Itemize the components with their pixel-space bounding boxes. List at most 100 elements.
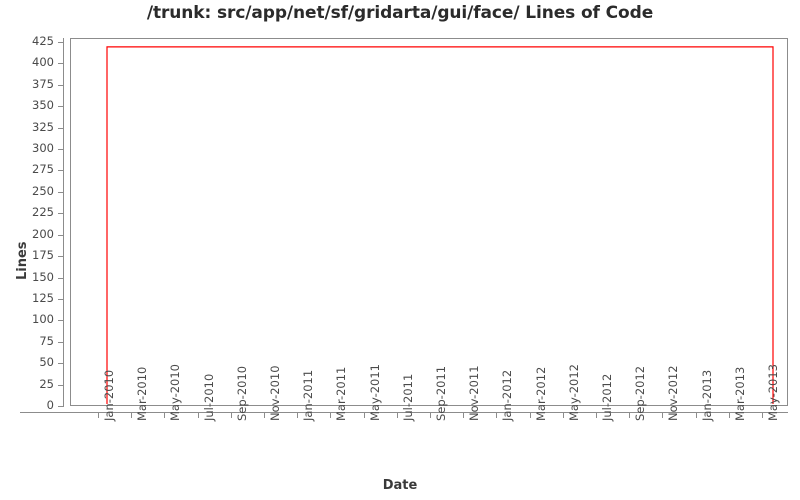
y-tick-label: 125 — [32, 291, 54, 305]
x-tick-label-text: Nov-2012 — [666, 365, 680, 421]
series-lines-polyline — [70, 38, 788, 406]
y-axis-line — [63, 38, 64, 407]
y-tick-label: 175 — [32, 248, 54, 262]
y-tick-label: 75 — [39, 334, 54, 348]
x-axis-line — [20, 412, 788, 413]
x-tick-mark — [231, 413, 232, 418]
x-tick-mark — [463, 413, 464, 418]
x-tick-label-text: Sep-2010 — [235, 365, 249, 421]
y-tick-mark — [58, 170, 63, 171]
x-tick-label-text: Nov-2010 — [268, 365, 282, 421]
x-tick-label-text: Jan-2013 — [700, 369, 714, 421]
y-tick-mark — [58, 213, 63, 214]
x-tick-label: Mar-2013 — [723, 367, 747, 481]
x-tick-label: Mar-2011 — [324, 367, 348, 481]
x-tick-label-text: May-2011 — [368, 364, 382, 421]
y-tick-mark — [58, 342, 63, 343]
x-tick-mark — [629, 413, 630, 418]
x-tick-mark — [662, 413, 663, 418]
y-tick-label: 50 — [39, 355, 54, 369]
x-tick-mark — [397, 413, 398, 418]
x-tick-label-text: Sep-2011 — [434, 365, 448, 421]
y-tick-label: 275 — [32, 162, 54, 176]
x-tick-mark — [696, 413, 697, 418]
y-tick-mark — [58, 235, 63, 236]
x-tick-label-text: Jan-2011 — [301, 369, 315, 421]
chart-title: /trunk: src/app/net/sf/gridarta/gui/face… — [146, 3, 654, 23]
x-tick-label-text: Mar-2011 — [334, 366, 348, 421]
y-tick-mark — [58, 149, 63, 150]
x-tick-mark — [164, 413, 165, 418]
x-tick-label-text: Jul-2010 — [202, 373, 216, 421]
x-tick-label: May-2013 — [756, 364, 780, 481]
x-tick-label-text: Mar-2010 — [135, 366, 149, 421]
x-tick-label: Sep-2012 — [623, 366, 647, 481]
x-tick-label-text: Jan-2012 — [500, 369, 514, 421]
y-tick-label: 425 — [32, 34, 54, 48]
x-tick-label: May-2012 — [557, 364, 581, 481]
y-tick-label: 325 — [32, 120, 54, 134]
x-tick-mark — [98, 413, 99, 418]
y-tick-mark — [58, 42, 63, 43]
x-tick-label: Jan-2013 — [690, 370, 714, 481]
y-tick-mark — [58, 385, 63, 386]
x-tick-label-text: Nov-2011 — [467, 365, 481, 421]
y-tick-label: 400 — [32, 55, 54, 69]
x-tick-label-text: May-2013 — [766, 364, 780, 421]
x-tick-mark — [729, 413, 730, 418]
y-tick-mark — [58, 85, 63, 86]
x-tick-label: Jul-2012 — [590, 374, 614, 481]
y-tick-label: 350 — [32, 98, 54, 112]
x-tick-label: Jul-2010 — [192, 374, 216, 481]
x-tick-mark — [364, 413, 365, 418]
x-tick-label: Nov-2012 — [656, 365, 680, 481]
y-tick-label: 225 — [32, 205, 54, 219]
x-tick-label: Mar-2010 — [125, 367, 149, 481]
x-tick-label: Jan-2011 — [291, 370, 315, 481]
x-tick-mark — [496, 413, 497, 418]
y-tick-mark — [58, 406, 63, 407]
x-tick-label: Nov-2010 — [258, 365, 282, 481]
y-tick-label: 300 — [32, 141, 54, 155]
x-tick-mark — [297, 413, 298, 418]
y-tick-mark — [58, 299, 63, 300]
y-tick-mark — [58, 106, 63, 107]
y-tick-mark — [58, 192, 63, 193]
x-tick-label-text: Jan-2010 — [102, 369, 116, 421]
y-tick-mark — [58, 320, 63, 321]
y-tick-label: 200 — [32, 227, 54, 241]
x-tick-label-text: May-2010 — [168, 364, 182, 421]
x-tick-label: May-2010 — [158, 364, 182, 481]
y-tick-mark — [58, 128, 63, 129]
y-tick-label: 250 — [32, 184, 54, 198]
y-tick-label: 25 — [39, 377, 54, 391]
x-tick-label: Sep-2011 — [424, 366, 448, 481]
x-tick-mark — [131, 413, 132, 418]
x-tick-label-text: Mar-2013 — [733, 366, 747, 421]
x-tick-label: May-2011 — [358, 364, 382, 481]
x-tick-label-text: Mar-2012 — [534, 366, 548, 421]
x-tick-mark — [596, 413, 597, 418]
x-axis-title: Date — [382, 478, 418, 493]
x-tick-label: Jul-2011 — [391, 374, 415, 481]
y-tick-label: 375 — [32, 77, 54, 91]
x-tick-label-text: Sep-2012 — [633, 365, 647, 421]
plot-area — [70, 38, 788, 406]
x-tick-mark — [530, 413, 531, 418]
x-tick-mark — [330, 413, 331, 418]
y-tick-label: 0 — [46, 398, 54, 412]
x-tick-mark — [264, 413, 265, 418]
x-tick-label: Jan-2010 — [92, 370, 116, 481]
plot-frame — [70, 38, 788, 406]
y-tick-mark — [58, 256, 63, 257]
x-tick-label-text: Jul-2011 — [401, 373, 415, 421]
x-tick-mark — [430, 413, 431, 418]
x-tick-label-text: Jul-2012 — [600, 373, 614, 421]
x-tick-mark — [198, 413, 199, 418]
x-tick-mark — [563, 413, 564, 418]
y-tick-mark — [58, 363, 63, 364]
y-tick-label: 150 — [32, 270, 54, 284]
x-tick-label: Jan-2012 — [490, 370, 514, 481]
x-tick-label: Sep-2010 — [225, 366, 249, 481]
